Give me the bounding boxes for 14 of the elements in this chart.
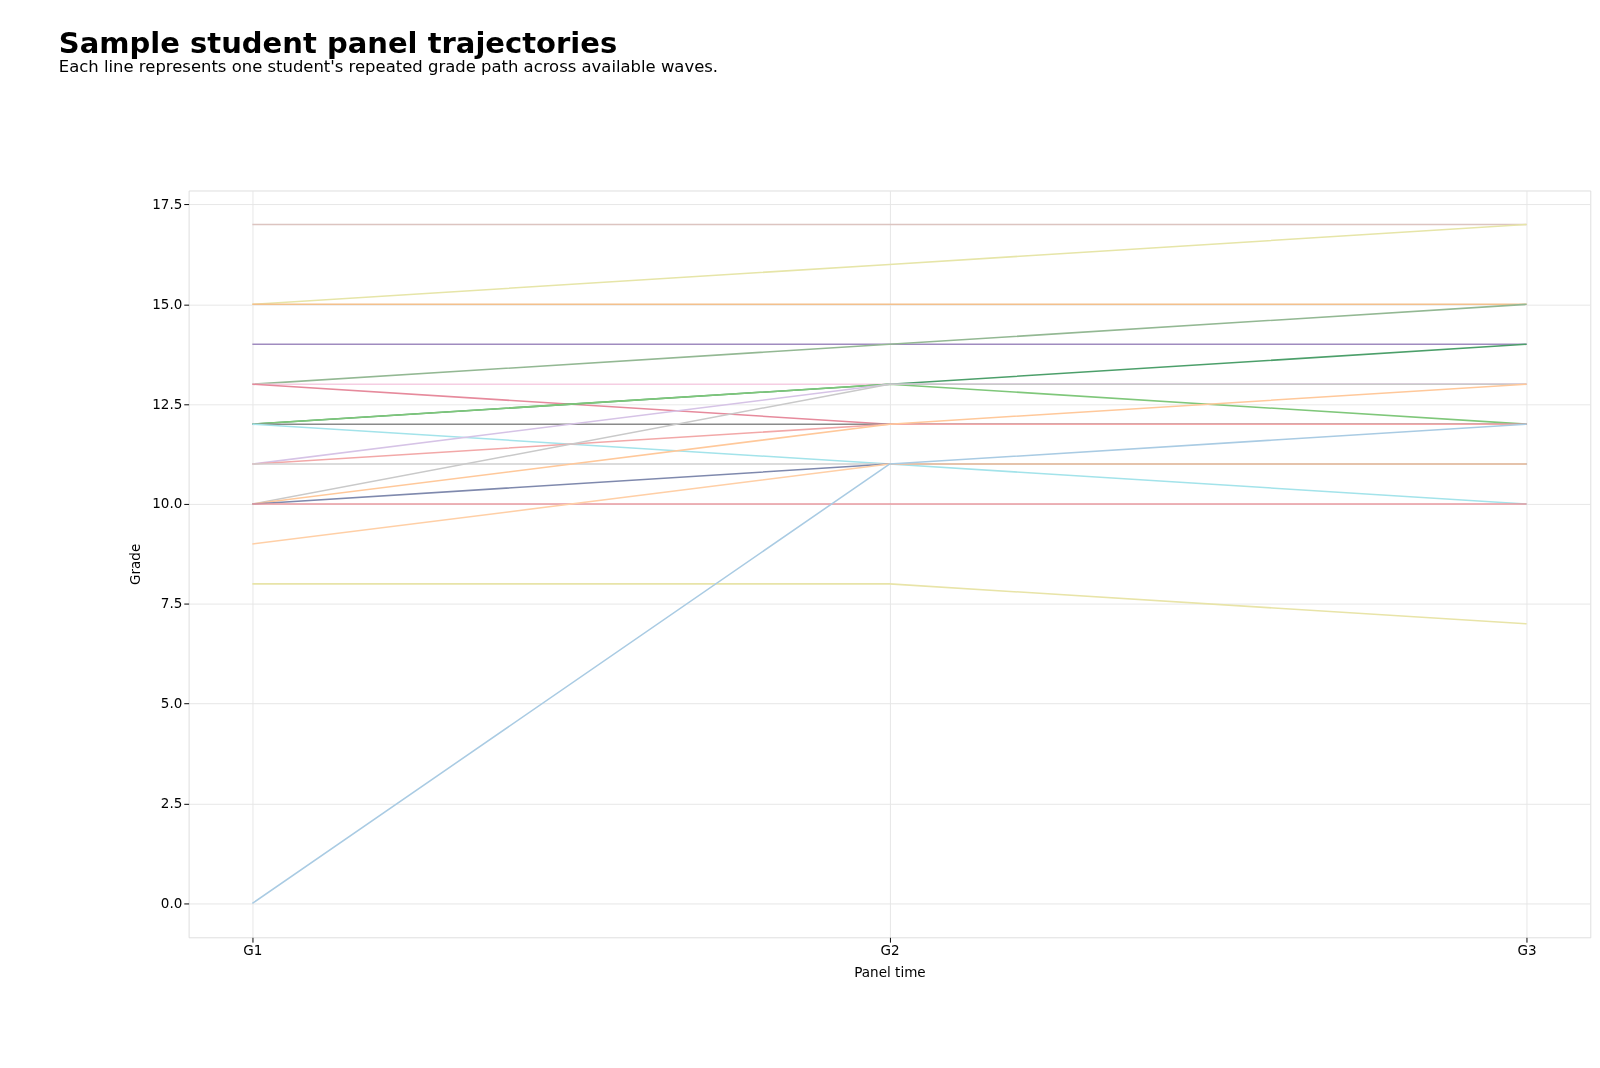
y-tick-label: 0.0: [160, 894, 183, 911]
y-axis-title: Grade: [126, 543, 143, 586]
x-axis-title: Panel time: [854, 963, 926, 980]
y-tick-label: 10.0: [152, 495, 183, 512]
x-tick-label: G1: [243, 942, 263, 959]
y-tick-label: 2.5: [160, 794, 183, 811]
x-tick-label: G3: [1517, 942, 1537, 959]
y-tick-label: 12.5: [152, 395, 183, 412]
y-tick-label: 15.0: [152, 295, 183, 312]
chart-title: Sample student panel trajectories: [58, 26, 618, 61]
x-tick-label: G2: [880, 942, 900, 959]
y-tick-label: 17.5: [152, 195, 183, 212]
y-tick-label: 7.5: [160, 595, 183, 612]
y-tick-label: 5.0: [160, 695, 183, 712]
